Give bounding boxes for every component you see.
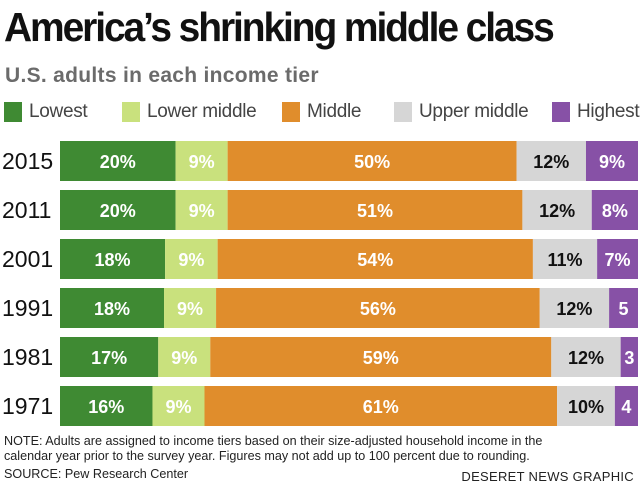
- legend-label-highest: Highest: [577, 101, 640, 122]
- legend-item-upper-middle: Upper middle: [394, 101, 529, 123]
- bar-1971-upper-middle: [557, 386, 615, 426]
- bar-2001-upper-middle: [532, 239, 598, 279]
- bar-1971-highest: [614, 386, 638, 426]
- bar-2011-upper-middle: [522, 190, 592, 230]
- year-label-1981: 1981: [2, 344, 53, 370]
- graphic-credit: DESERET NEWS GRAPHIC: [461, 469, 634, 484]
- bar-1981-highest: [620, 337, 638, 377]
- bar-2001-lowest: [60, 239, 166, 279]
- bar-1991-highest: [609, 288, 638, 328]
- value-label-2001-highest: 7%: [605, 250, 631, 270]
- value-label-2001-middle: 54%: [357, 250, 393, 270]
- value-label-2011-middle: 51%: [357, 201, 393, 221]
- year-label-2015: 2015: [2, 148, 53, 174]
- value-label-1981-lower-middle: 9%: [171, 348, 197, 368]
- legend-swatch-upper-middle: [394, 102, 412, 122]
- value-label-2011-upper-middle: 12%: [539, 201, 575, 221]
- year-label-1991: 1991: [2, 295, 53, 321]
- bar-2011-middle: [227, 190, 523, 230]
- bar-1981-upper-middle: [551, 337, 621, 377]
- legend-label-upper-middle: Upper middle: [419, 101, 529, 122]
- value-label-1991-highest: 5: [619, 299, 629, 319]
- bar-2015-lowest: [60, 141, 176, 181]
- value-label-1991-middle: 56%: [360, 299, 396, 319]
- value-label-1981-middle: 59%: [363, 348, 399, 368]
- bar-2015-lower-middle: [175, 141, 228, 181]
- value-label-1981-lowest: 17%: [91, 348, 127, 368]
- legend-label-lower-middle: Lower middle: [147, 101, 257, 122]
- legend-item-lowest: Lowest: [4, 101, 88, 123]
- value-label-2015-lower-middle: 9%: [189, 152, 215, 172]
- legend-item-middle: Middle: [282, 101, 361, 123]
- value-label-2015-highest: 9%: [599, 152, 625, 172]
- bar-1991-middle: [216, 288, 540, 328]
- bar-1991-lower-middle: [164, 288, 217, 328]
- value-label-2015-upper-middle: 12%: [533, 152, 569, 172]
- value-label-2015-lowest: 20%: [100, 152, 136, 172]
- bar-1981-lower-middle: [158, 337, 211, 377]
- year-label-2011: 2011: [2, 197, 51, 223]
- value-label-1971-upper-middle: 10%: [568, 397, 604, 417]
- value-label-1971-highest: 4: [621, 397, 631, 417]
- year-label-1971: 1971: [2, 393, 53, 419]
- footnote: NOTE: Adults are assigned to income tier…: [4, 434, 543, 463]
- value-label-1971-lowest: 16%: [88, 397, 124, 417]
- bar-1991-upper-middle: [539, 288, 610, 328]
- chart-title: America’s shrinking middle class: [4, 4, 555, 50]
- bar-1981-lowest: [60, 337, 159, 377]
- legend-item-highest: Highest: [552, 101, 640, 123]
- legend: Lowest Lower middle Middle Upper middle …: [0, 101, 640, 125]
- bar-2011-lower-middle: [175, 190, 228, 230]
- stacked-bar-chart: 2015 20% 9% 50% 12% 9% 2011 20% 9% 51% 12% 8% 2001 18…: [2, 141, 638, 426]
- value-label-2001-lowest: 18%: [95, 250, 131, 270]
- value-label-1981-upper-middle: 12%: [568, 348, 604, 368]
- value-label-2011-highest: 8%: [602, 201, 628, 221]
- value-label-1971-lower-middle: 9%: [165, 397, 191, 417]
- bar-2001-lower-middle: [165, 239, 218, 279]
- bar-2001-middle: [217, 239, 533, 279]
- bar-1991-lowest: [60, 288, 165, 328]
- legend-swatch-middle: [282, 102, 300, 122]
- value-label-2015-middle: 50%: [354, 152, 390, 172]
- value-label-1991-lower-middle: 9%: [177, 299, 203, 319]
- value-label-1991-lowest: 18%: [94, 299, 130, 319]
- value-label-1981-highest: 3: [624, 348, 634, 368]
- value-label-2011-lowest: 20%: [100, 201, 136, 221]
- bar-2015-highest: [585, 141, 638, 181]
- legend-label-middle: Middle: [307, 101, 362, 122]
- value-label-2001-lower-middle: 9%: [178, 250, 204, 270]
- legend-swatch-lowest: [4, 102, 22, 122]
- value-label-2011-lower-middle: 9%: [189, 201, 215, 221]
- value-label-2001-upper-middle: 11%: [547, 250, 582, 270]
- bar-2015-middle: [227, 141, 517, 181]
- legend-swatch-lower-middle: [122, 102, 140, 122]
- bar-2011-highest: [591, 190, 638, 230]
- legend-swatch-highest: [552, 102, 570, 122]
- value-label-1971-middle: 61%: [363, 397, 399, 417]
- bar-2011-lowest: [60, 190, 176, 230]
- bar-1981-middle: [210, 337, 552, 377]
- bar-1971-lower-middle: [152, 386, 205, 426]
- source-text: SOURCE: Pew Research Center: [4, 467, 189, 481]
- value-label-1991-upper-middle: 12%: [556, 299, 592, 319]
- bar-1971-middle: [204, 386, 558, 426]
- legend-label-lowest: Lowest: [29, 101, 88, 122]
- bar-2015-upper-middle: [516, 141, 586, 181]
- legend-item-lower-middle: Lower middle: [122, 101, 257, 123]
- bar-2001-highest: [597, 239, 638, 279]
- chart-subtitle: U.S. adults in each income tier: [5, 64, 319, 87]
- bar-1971-lowest: [60, 386, 153, 426]
- year-label-2001: 2001: [2, 246, 53, 272]
